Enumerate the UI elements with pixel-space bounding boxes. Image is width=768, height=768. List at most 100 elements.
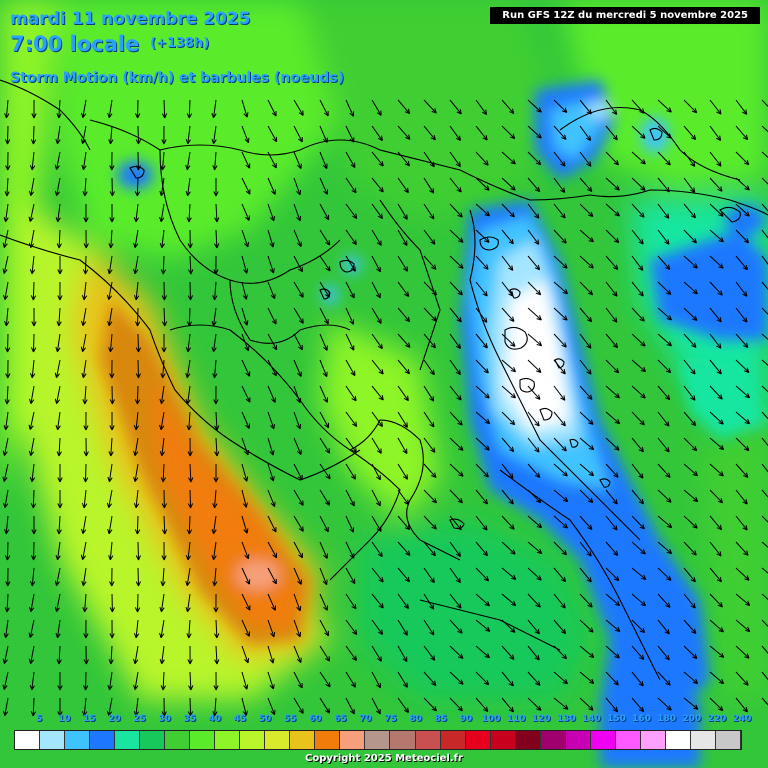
- wind-arrow: [657, 281, 672, 295]
- wind-arrow: [709, 697, 724, 712]
- wind-arrow: [134, 385, 141, 405]
- wind-arrow: [735, 385, 751, 399]
- wind-arrow: [475, 125, 488, 141]
- wind-arrow: [188, 255, 194, 275]
- wind-arrow: [161, 489, 167, 509]
- wind-arrow: [501, 411, 516, 426]
- wind-arrow: [293, 463, 303, 481]
- scale-swatch: [65, 731, 91, 749]
- wind-arrow: [319, 359, 328, 378]
- wind-arrow: [160, 463, 166, 483]
- wind-arrow: [293, 99, 304, 116]
- wind-arrow: [30, 489, 37, 509]
- wind-arrow: [133, 411, 140, 431]
- wind-arrow: [3, 619, 9, 639]
- wind-arrow: [211, 125, 217, 145]
- wind-arrow: [57, 256, 63, 275]
- wind-arrow: [527, 99, 542, 113]
- date-title: mardi 11 novembre 2025: [10, 9, 251, 29]
- wind-arrow: [527, 541, 543, 555]
- wind-arrow: [761, 151, 768, 159]
- wind-arrow: [631, 203, 645, 218]
- scale-swatch: [15, 731, 41, 749]
- wind-arrow: [31, 308, 37, 327]
- wind-arrow: [267, 593, 276, 611]
- wind-arrow: [397, 99, 411, 115]
- wind-arrow: [371, 151, 384, 167]
- scale-swatch: [640, 731, 666, 749]
- wind-arrow: [683, 645, 698, 660]
- wind-arrow: [28, 619, 35, 638]
- wind-arrow: [735, 489, 748, 505]
- wind-arrow: [267, 125, 278, 143]
- wind-arrow: [657, 151, 671, 166]
- wind-arrow: [293, 671, 303, 689]
- wind-arrow: [30, 697, 37, 717]
- wind-arrow: [579, 385, 593, 400]
- wind-arrow: [108, 541, 114, 561]
- wind-arrow: [4, 385, 10, 405]
- wind-arrow: [267, 411, 275, 430]
- wind-arrow: [187, 281, 194, 301]
- wind-arrow: [501, 151, 516, 165]
- wind-arrow: [133, 671, 139, 690]
- wind-arrow: [135, 359, 141, 379]
- wind-arrow: [579, 177, 593, 193]
- wind-arrow: [57, 464, 63, 483]
- scale-label: 150: [607, 714, 626, 724]
- wind-arrow: [159, 645, 165, 665]
- scale-label: 80: [409, 714, 422, 724]
- wind-arrow: [5, 359, 11, 379]
- wind-arrow: [371, 99, 382, 116]
- wind-arrow: [185, 177, 191, 197]
- wind-arrow: [423, 567, 435, 584]
- wind-arrow: [83, 463, 89, 483]
- wind-arrow: [214, 619, 220, 639]
- wind-arrow: [657, 359, 672, 374]
- wind-arrow: [319, 229, 331, 246]
- wind-arrow: [449, 541, 461, 558]
- wind-arrow: [657, 437, 670, 453]
- run-info-badge: Run GFS 12Z du mercredi 5 novembre 2025: [490, 7, 760, 24]
- wind-arrow: [133, 203, 140, 223]
- wind-arrow: [54, 385, 61, 404]
- wind-arrow: [501, 671, 514, 687]
- wind-arrow: [553, 229, 567, 244]
- wind-arrow: [186, 99, 193, 119]
- wind-arrow: [449, 203, 463, 218]
- wind-arrow: [631, 411, 645, 426]
- wind-arrow: [475, 645, 491, 659]
- wind-arrow: [159, 177, 165, 197]
- scale-label: 110: [506, 714, 526, 724]
- wind-arrow: [160, 359, 166, 379]
- wind-arrow: [186, 203, 192, 223]
- wind-arrow: [527, 593, 541, 608]
- wind-arrow: [631, 541, 646, 555]
- wind-arrow: [82, 255, 89, 275]
- wind-arrow: [371, 645, 382, 662]
- wind-arrow: [371, 489, 381, 507]
- wind-arrow: [135, 125, 142, 145]
- wind-arrow: [501, 333, 516, 347]
- wind-arrow: [54, 593, 61, 612]
- wind-arrow: [631, 177, 646, 191]
- wind-arrow: [709, 385, 723, 400]
- wind-arrow: [267, 489, 276, 508]
- wind-arrow: [293, 515, 304, 532]
- wind-arrow: [187, 489, 194, 509]
- scale-label: 65: [334, 714, 347, 724]
- wind-arrow: [553, 281, 569, 295]
- wind-arrow: [345, 151, 356, 169]
- wind-arrow: [735, 229, 750, 244]
- wind-arrow: [631, 489, 644, 505]
- wind-arrow: [135, 151, 141, 171]
- wind-arrow: [761, 307, 768, 315]
- wind-arrow: [161, 125, 167, 145]
- wind-arrow: [293, 411, 302, 430]
- wind-arrow: [371, 333, 383, 350]
- scale-label: 15: [83, 714, 96, 724]
- wind-arrow: [501, 489, 514, 505]
- wind-arrow: [187, 229, 193, 249]
- wind-arrow: [133, 463, 139, 482]
- wind-arrow: [4, 307, 10, 327]
